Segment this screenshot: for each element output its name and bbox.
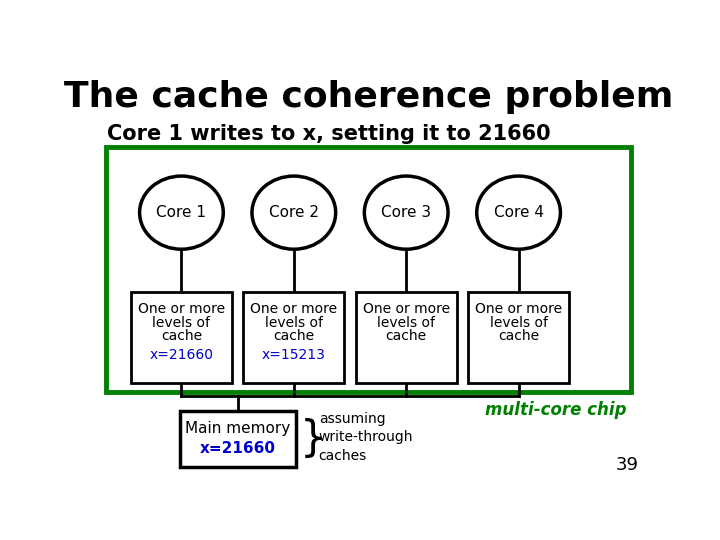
Text: levels of: levels of (377, 316, 435, 330)
Text: Core 2: Core 2 (269, 205, 319, 220)
Text: assuming
write-through
caches: assuming write-through caches (319, 412, 413, 463)
Ellipse shape (364, 176, 448, 249)
Text: multi-core chip: multi-core chip (485, 401, 626, 418)
FancyBboxPatch shape (356, 292, 456, 383)
Text: Core 3: Core 3 (381, 205, 431, 220)
Text: Core 4: Core 4 (494, 205, 544, 220)
Text: levels of: levels of (490, 316, 548, 330)
Text: One or more: One or more (475, 302, 562, 316)
Text: levels of: levels of (265, 316, 323, 330)
Text: x=15213: x=15213 (262, 348, 325, 362)
Text: cache: cache (386, 329, 427, 343)
FancyBboxPatch shape (468, 292, 569, 383)
Ellipse shape (140, 176, 223, 249)
Text: cache: cache (498, 329, 539, 343)
Text: Core 1 writes to x, setting it to 21660: Core 1 writes to x, setting it to 21660 (107, 124, 551, 144)
Text: cache: cache (274, 329, 315, 343)
Text: One or more: One or more (251, 302, 338, 316)
Text: 39: 39 (616, 456, 639, 474)
Text: }: } (300, 418, 327, 460)
Text: One or more: One or more (363, 302, 450, 316)
FancyBboxPatch shape (106, 147, 631, 392)
Text: The cache coherence problem: The cache coherence problem (64, 80, 674, 114)
FancyBboxPatch shape (243, 292, 344, 383)
Text: levels of: levels of (153, 316, 210, 330)
Text: x=21660: x=21660 (200, 441, 276, 456)
FancyBboxPatch shape (180, 411, 296, 467)
Text: x=21660: x=21660 (150, 348, 213, 362)
Text: One or more: One or more (138, 302, 225, 316)
FancyBboxPatch shape (131, 292, 232, 383)
Ellipse shape (252, 176, 336, 249)
Text: cache: cache (161, 329, 202, 343)
Text: Main memory: Main memory (186, 421, 291, 436)
Text: Core 1: Core 1 (156, 205, 207, 220)
Ellipse shape (477, 176, 560, 249)
